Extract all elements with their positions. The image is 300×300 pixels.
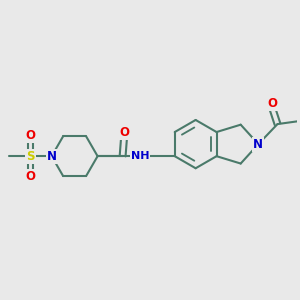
Text: NH: NH xyxy=(130,151,149,161)
Text: N: N xyxy=(254,138,263,151)
Text: O: O xyxy=(26,129,35,142)
Text: O: O xyxy=(267,97,277,110)
Text: S: S xyxy=(26,150,35,163)
Text: N: N xyxy=(47,150,57,163)
Text: O: O xyxy=(26,170,35,183)
Text: O: O xyxy=(119,126,129,139)
